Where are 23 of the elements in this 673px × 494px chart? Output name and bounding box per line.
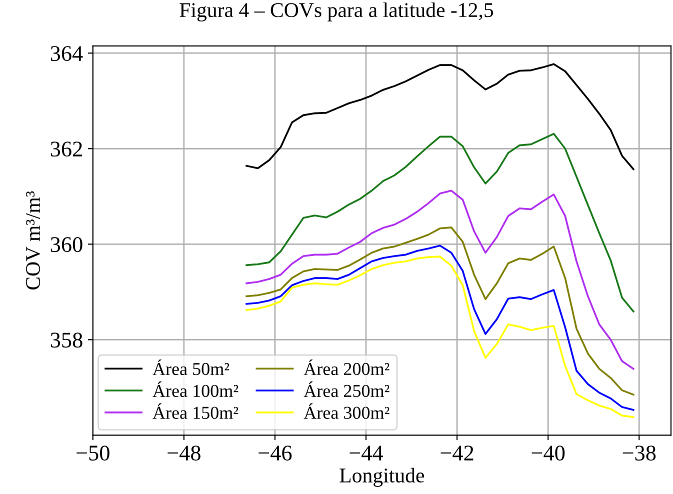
x-tick-label: −50 (76, 446, 110, 461)
y-tick-label: 362 (50, 142, 82, 157)
legend-label: Área 150m² (152, 403, 238, 419)
legend-label: Área 200m² (304, 359, 390, 376)
line-series (246, 63, 634, 170)
chart-title: Figura 4 – COVs para a latitude -12,5 (180, 2, 494, 22)
legend-label: Área 300m² (304, 403, 390, 419)
y-axis-title: COV m³/m³ (26, 191, 40, 290)
x-tick-label: −44 (350, 446, 384, 460)
legend-label: Área 250m² (304, 381, 390, 398)
x-axis-title: Longitude (340, 468, 424, 487)
legend-label: Área 50m² (152, 359, 230, 376)
y-tick-label: 358 (50, 332, 82, 348)
legend-label: Área 100m² (152, 381, 238, 398)
x-tick-label: −40 (532, 446, 565, 461)
x-tick-label: −38 (622, 446, 656, 461)
x-tick-label: −42 (440, 446, 474, 460)
line-series (246, 132, 634, 312)
line-series (246, 226, 634, 396)
y-tick-label: 364 (50, 46, 83, 62)
y-tick-label: 360 (50, 237, 82, 252)
x-tick-label: −46 (258, 446, 292, 461)
x-tick-label: −48 (168, 446, 200, 461)
